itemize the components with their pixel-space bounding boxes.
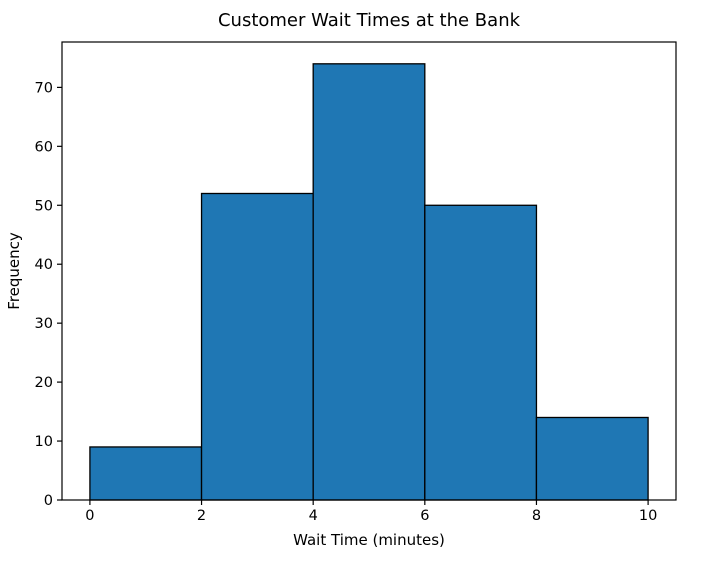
x-tick-label: 8 [532,508,541,524]
histogram-bar [200,192,314,501]
y-tick-label: 40 [35,257,53,273]
y-tick-label: 50 [35,198,53,214]
y-tick-label: 60 [35,139,53,155]
y-tick-label: 20 [35,375,53,391]
y-tick-label: 70 [35,80,53,96]
histogram-bar [424,204,538,501]
histogram-bar [312,63,426,501]
x-tick-label: 0 [85,508,94,524]
x-tick-label: 2 [197,508,206,524]
x-axis-label: Wait Time (minutes) [293,531,445,549]
y-tick-label: 10 [35,434,53,450]
plot-border [61,41,677,501]
histogram-bar [535,416,649,501]
y-axis-label: Frequency [5,232,23,310]
histogram-bar [89,446,203,501]
y-tick-label: 30 [35,316,53,332]
x-tick-label: 10 [639,508,657,524]
x-tick-label: 4 [309,508,318,524]
chart-title: Customer Wait Times at the Bank [217,10,521,31]
x-tick-label: 6 [420,508,429,524]
y-tick-label: 0 [44,493,53,509]
